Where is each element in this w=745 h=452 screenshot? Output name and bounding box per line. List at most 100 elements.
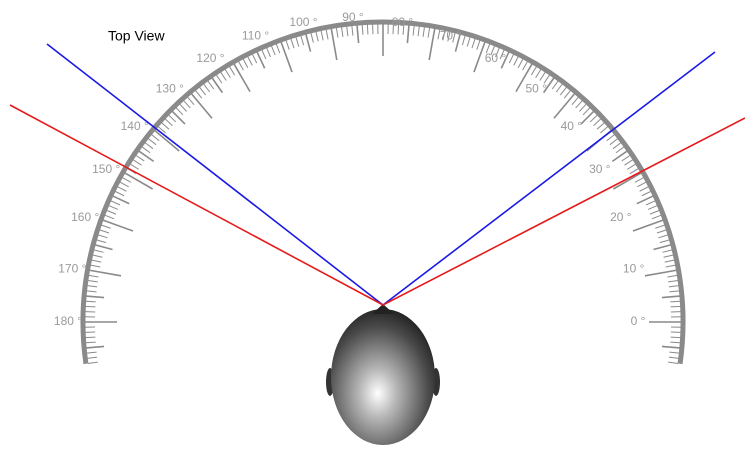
- scale-label: 170 °: [58, 261, 86, 275]
- scale-label: 10 °: [623, 261, 645, 275]
- scale-tick: [97, 240, 107, 243]
- scale-tick: [90, 270, 122, 276]
- scale-label: 60 °: [485, 51, 507, 65]
- scale-tick: [136, 155, 144, 161]
- scale-label: 120 °: [196, 51, 224, 65]
- scale-tick: [139, 151, 154, 161]
- scale-tick: [276, 44, 280, 53]
- scale-tick: [86, 296, 104, 298]
- scale-tick: [652, 215, 661, 219]
- scale-tick: [662, 296, 680, 298]
- scale-tick: [85, 306, 95, 307]
- scale-tick: [93, 255, 103, 257]
- scale-tick: [86, 301, 96, 302]
- scale-tick: [133, 160, 141, 165]
- scale-tick: [564, 90, 570, 98]
- scale-tick: [560, 87, 566, 95]
- scale-label: 20 °: [610, 210, 632, 224]
- scale-tick: [148, 139, 156, 145]
- scale-tick: [552, 81, 558, 89]
- scale-tick: [87, 291, 97, 292]
- diagram: 0 °10 °20 °30 °40 °50 °60 °70 °80 °90 °1…: [0, 0, 745, 452]
- scale-tick: [281, 42, 292, 72]
- scale-tick: [655, 225, 664, 228]
- scale-tick: [664, 255, 674, 257]
- scale-label: 110 °: [242, 29, 269, 43]
- scale-tick: [221, 72, 226, 80]
- scale-tick: [151, 134, 159, 140]
- scale-tick: [336, 28, 338, 38]
- scale-tick: [239, 61, 244, 70]
- scale-tick: [660, 240, 670, 243]
- scale-tick: [176, 108, 183, 115]
- scale-label: 160 °: [71, 210, 99, 224]
- scale-tick: [311, 33, 313, 43]
- scale-tick: [89, 275, 99, 277]
- scale-tick: [657, 230, 667, 233]
- scale-tick: [347, 26, 348, 36]
- scale-tick: [98, 235, 108, 238]
- scale-tick: [204, 84, 210, 92]
- scale-tick: [612, 151, 627, 161]
- scale-tick: [597, 123, 604, 130]
- scale-tick: [87, 286, 97, 287]
- scale-tick: [670, 301, 680, 302]
- scale-tick: [633, 220, 663, 231]
- scale-tick: [130, 164, 138, 169]
- scale-tick: [669, 352, 679, 353]
- scale-tick: [477, 40, 480, 49]
- scale-tick: [648, 206, 657, 210]
- scale-tick: [286, 40, 289, 49]
- scale-label: 50 °: [525, 81, 547, 95]
- scale-tick: [184, 101, 191, 108]
- scale-tick: [642, 191, 651, 195]
- scale-tick: [172, 111, 185, 124]
- scale-label: 90 °: [342, 10, 364, 24]
- scale-tick: [243, 59, 248, 68]
- scale-tick: [467, 37, 470, 47]
- blue-sight-lines: [47, 44, 715, 305]
- scale-label: 180 °: [54, 314, 82, 328]
- scale-tick: [671, 337, 681, 338]
- scale-tick: [88, 281, 98, 282]
- scale-tick: [267, 48, 271, 57]
- scale-tick: [579, 104, 586, 111]
- scale-tick: [225, 69, 230, 77]
- scale-tick: [101, 225, 110, 228]
- scale-tick: [600, 126, 608, 133]
- scale-tick: [640, 187, 649, 192]
- scale-tick: [610, 139, 618, 145]
- scale-tick: [572, 97, 579, 105]
- scale-tick: [115, 191, 124, 195]
- scale-tick: [105, 215, 114, 219]
- scale-tick: [331, 29, 337, 61]
- scale-tick: [658, 235, 668, 238]
- scale-tick: [316, 32, 318, 42]
- scale-tick: [107, 210, 116, 214]
- scale-tick: [88, 362, 98, 363]
- scale-tick: [145, 143, 153, 149]
- scale-tick: [187, 97, 194, 105]
- scale-tick: [616, 147, 624, 153]
- scale-tick: [613, 143, 621, 149]
- scale-tick: [86, 342, 96, 343]
- scale-tick: [625, 160, 633, 165]
- scale-tick: [429, 29, 435, 61]
- scale-tick: [212, 78, 222, 93]
- scale-tick: [94, 250, 104, 252]
- scale-tick: [428, 28, 430, 38]
- scale-tick: [86, 346, 104, 348]
- scale-tick: [472, 39, 475, 49]
- scale-label: 40 °: [561, 119, 583, 133]
- view-title: Top View: [108, 28, 165, 44]
- scale-tick: [326, 29, 328, 39]
- scale-tick: [342, 27, 343, 37]
- scale-tick: [90, 265, 100, 267]
- scale-tick: [362, 25, 363, 35]
- scale-tick: [142, 147, 150, 153]
- head: [326, 304, 440, 445]
- scale-tick: [252, 54, 256, 63]
- scale-label: 70 °: [440, 29, 462, 43]
- scale-tick: [423, 27, 424, 37]
- scale-tick: [665, 260, 675, 262]
